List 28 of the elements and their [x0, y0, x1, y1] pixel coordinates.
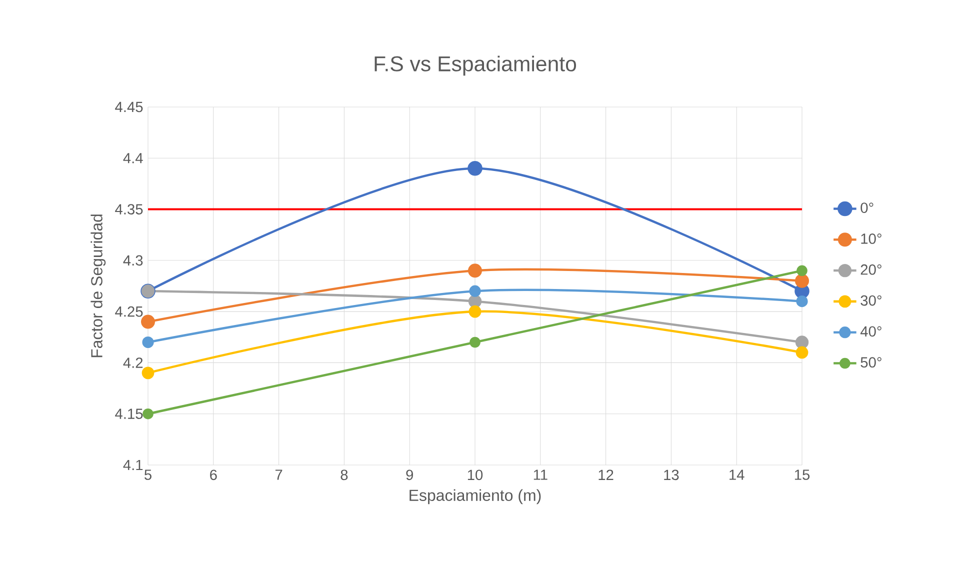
y-tick-label: 4.35	[115, 204, 143, 214]
y-tick-label: 4.15	[115, 408, 143, 419]
chart-title: F.S vs Espaciamiento	[374, 56, 576, 76]
x-tick-label: 8	[340, 470, 348, 480]
legend-label: 40°	[860, 326, 882, 337]
x-axis-title: Espaciamiento (m)	[410, 489, 541, 504]
x-tick-label: 5	[144, 470, 152, 480]
x-tick-label: 9	[406, 470, 413, 480]
y-tick-label: 4.25	[115, 306, 143, 317]
y-tick-label: 4.1	[123, 460, 143, 470]
x-tick-label: 12	[598, 470, 614, 480]
x-tick-label: 7	[275, 470, 282, 480]
x-tick-label: 15	[794, 470, 810, 480]
x-tick-label: 13	[664, 470, 679, 480]
y-tick-label: 4.45	[115, 102, 143, 112]
y-tick-label: 4.4	[123, 153, 143, 164]
x-tick-label: 11	[534, 470, 548, 480]
y-tick-label: 4.2	[123, 358, 143, 368]
x-tick-label: 10	[468, 470, 483, 480]
y-tick-label: 4.3	[123, 255, 143, 266]
legend-label: 0°	[860, 202, 874, 213]
x-tick-label: 14	[730, 470, 744, 480]
legend-label: 20°	[860, 264, 882, 275]
legend-label: 10°	[861, 234, 882, 244]
legend-label: 30°	[860, 295, 882, 306]
legend-label: 50°	[860, 357, 882, 368]
y-axis-title: Factor de Seguridad	[90, 214, 106, 358]
x-tick-label: 6	[210, 470, 217, 480]
